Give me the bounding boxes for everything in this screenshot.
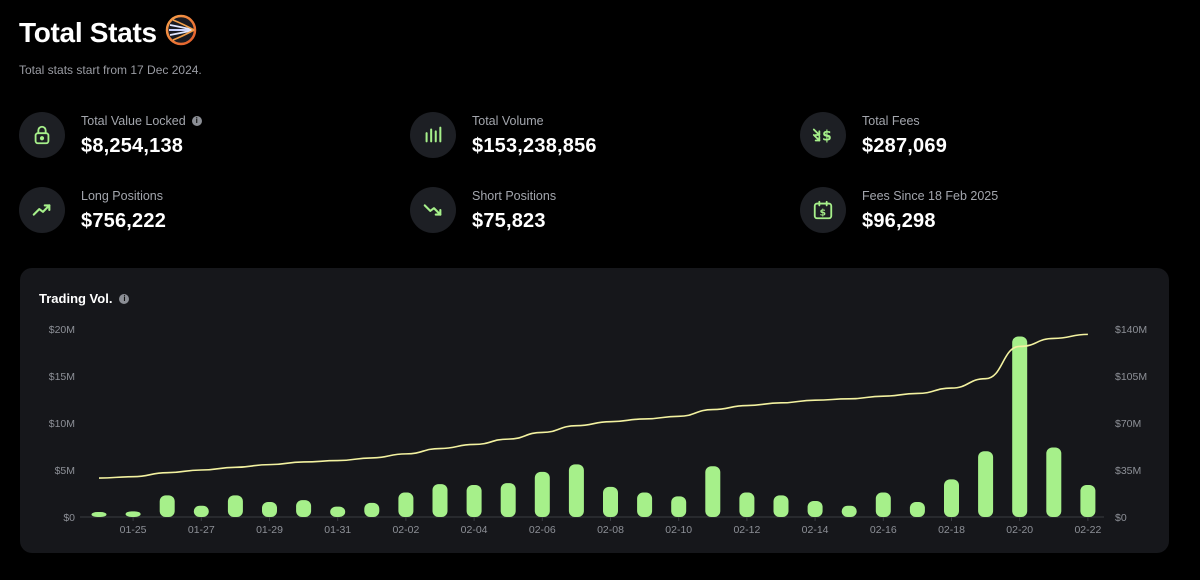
x-tick-label: 02-18	[938, 524, 965, 536]
cumulative-volume-line	[98, 333, 1088, 479]
bar-chart-icon	[410, 112, 456, 158]
volume-bar	[603, 486, 618, 517]
volume-bar	[909, 501, 925, 517]
volume-bar	[568, 464, 584, 517]
trend-down-icon	[410, 187, 456, 233]
x-tick-label: 02-06	[529, 524, 556, 536]
volume-bar	[875, 492, 891, 517]
volume-bar	[1080, 485, 1096, 517]
volume-bar	[125, 511, 141, 517]
stat-value: $756,222	[81, 209, 167, 232]
dollar-arrows-icon: $	[800, 112, 846, 158]
volume-bar	[1012, 336, 1028, 517]
volume-bar	[534, 471, 550, 517]
x-tick-label: 02-20	[1006, 524, 1033, 536]
volume-bar	[364, 502, 380, 517]
volume-bar	[432, 484, 448, 517]
volume-bar	[978, 451, 994, 517]
volume-bar	[91, 512, 107, 517]
volume-bar	[773, 495, 789, 517]
trend-up-icon	[19, 187, 65, 233]
stat-label: Short Positions	[472, 188, 557, 203]
lock-icon	[19, 112, 65, 158]
x-tick-label: 01-27	[188, 524, 215, 536]
info-icon[interactable]: i	[119, 293, 130, 304]
stat-total-volume: Total Volume $153,238,856	[410, 112, 597, 158]
stat-fees-since: $ Fees Since 18 Feb 2025 $96,298	[800, 187, 998, 233]
volume-bar	[944, 479, 959, 517]
stat-value: $96,298	[862, 209, 936, 232]
svg-text:$: $	[820, 208, 826, 219]
volume-bar	[193, 505, 209, 517]
stat-total-fees: $ Total Fees $287,069	[800, 112, 947, 158]
chart-title: Trading Vol.	[39, 291, 113, 306]
volume-bar	[500, 483, 516, 517]
stat-total-value-locked: Total Value Locked i $8,254,138	[19, 112, 202, 158]
volume-bar	[841, 505, 857, 517]
stat-long-positions: Long Positions $756,222	[19, 187, 166, 233]
y-left-tick-label: $20M	[49, 324, 75, 336]
stat-label: Total Fees	[862, 113, 920, 128]
x-tick-label: 02-02	[392, 524, 419, 536]
volume-bar	[671, 496, 687, 517]
volume-bar	[807, 501, 823, 517]
y-right-tick-label: $140M	[1115, 324, 1147, 336]
x-tick-label: 02-22	[1074, 524, 1101, 536]
y-left-tick-label: $15M	[49, 371, 75, 383]
svg-text:$: $	[822, 129, 832, 145]
header: Total Stats	[19, 14, 197, 51]
page-subtitle: Total stats start from 17 Dec 2024.	[19, 63, 202, 77]
y-left-tick-label: $0	[63, 512, 75, 524]
volume-bar	[227, 495, 243, 517]
volume-bar	[1046, 447, 1062, 517]
volume-bar	[262, 501, 277, 517]
trading-volume-chart: $0 $5M $10M $15M $20M $0 $35M $70M $105M $140M 01-…	[49, 324, 1147, 536]
stat-value: $75,823	[472, 209, 546, 232]
y-right-tick-label: $35M	[1115, 465, 1141, 477]
x-tick-label: 02-04	[461, 524, 488, 536]
volume-bar	[637, 492, 653, 517]
stat-value: $287,069	[862, 134, 948, 157]
volume-bar	[330, 506, 346, 517]
trading-volume-panel: Trading Vol. i $0 $5M $10M $15M $20M $0 $35M $7…	[20, 268, 1169, 553]
stat-value: $8,254,138	[81, 134, 184, 157]
x-tick-label: 01-31	[324, 524, 351, 536]
x-tick-label: 02-12	[733, 524, 760, 536]
stat-label: Long Positions	[81, 188, 164, 203]
orbit-logo-icon	[165, 14, 197, 51]
volume-bar	[159, 495, 175, 517]
stat-short-positions: Short Positions $75,823	[410, 187, 556, 233]
y-left-tick-label: $5M	[55, 465, 75, 477]
info-icon[interactable]: i	[191, 115, 202, 126]
volume-bar	[705, 466, 721, 517]
x-tick-label: 02-16	[870, 524, 897, 536]
stat-value: $153,238,856	[472, 134, 597, 157]
x-tick-label: 01-29	[256, 524, 283, 536]
y-right-tick-label: $0	[1115, 512, 1127, 524]
stat-label: Fees Since 18 Feb 2025	[862, 188, 999, 203]
y-left-tick-label: $10M	[49, 418, 75, 430]
page-title: Total Stats	[19, 16, 157, 48]
x-tick-label: 02-10	[665, 524, 692, 536]
chart-title-row: Trading Vol. i	[39, 291, 130, 306]
volume-bar	[296, 500, 312, 517]
volume-bar	[739, 492, 755, 517]
stat-label: Total Volume	[472, 113, 544, 128]
calendar-dollar-icon: $	[800, 187, 846, 233]
y-right-tick-label: $70M	[1115, 418, 1141, 430]
x-tick-label: 02-08	[597, 524, 624, 536]
volume-bar	[466, 485, 482, 517]
volume-bar	[398, 492, 414, 517]
stat-label: Total Value Locked	[81, 113, 186, 128]
x-tick-label: 02-14	[802, 524, 829, 536]
y-right-tick-label: $105M	[1115, 371, 1147, 383]
x-tick-label: 01-25	[120, 524, 147, 536]
